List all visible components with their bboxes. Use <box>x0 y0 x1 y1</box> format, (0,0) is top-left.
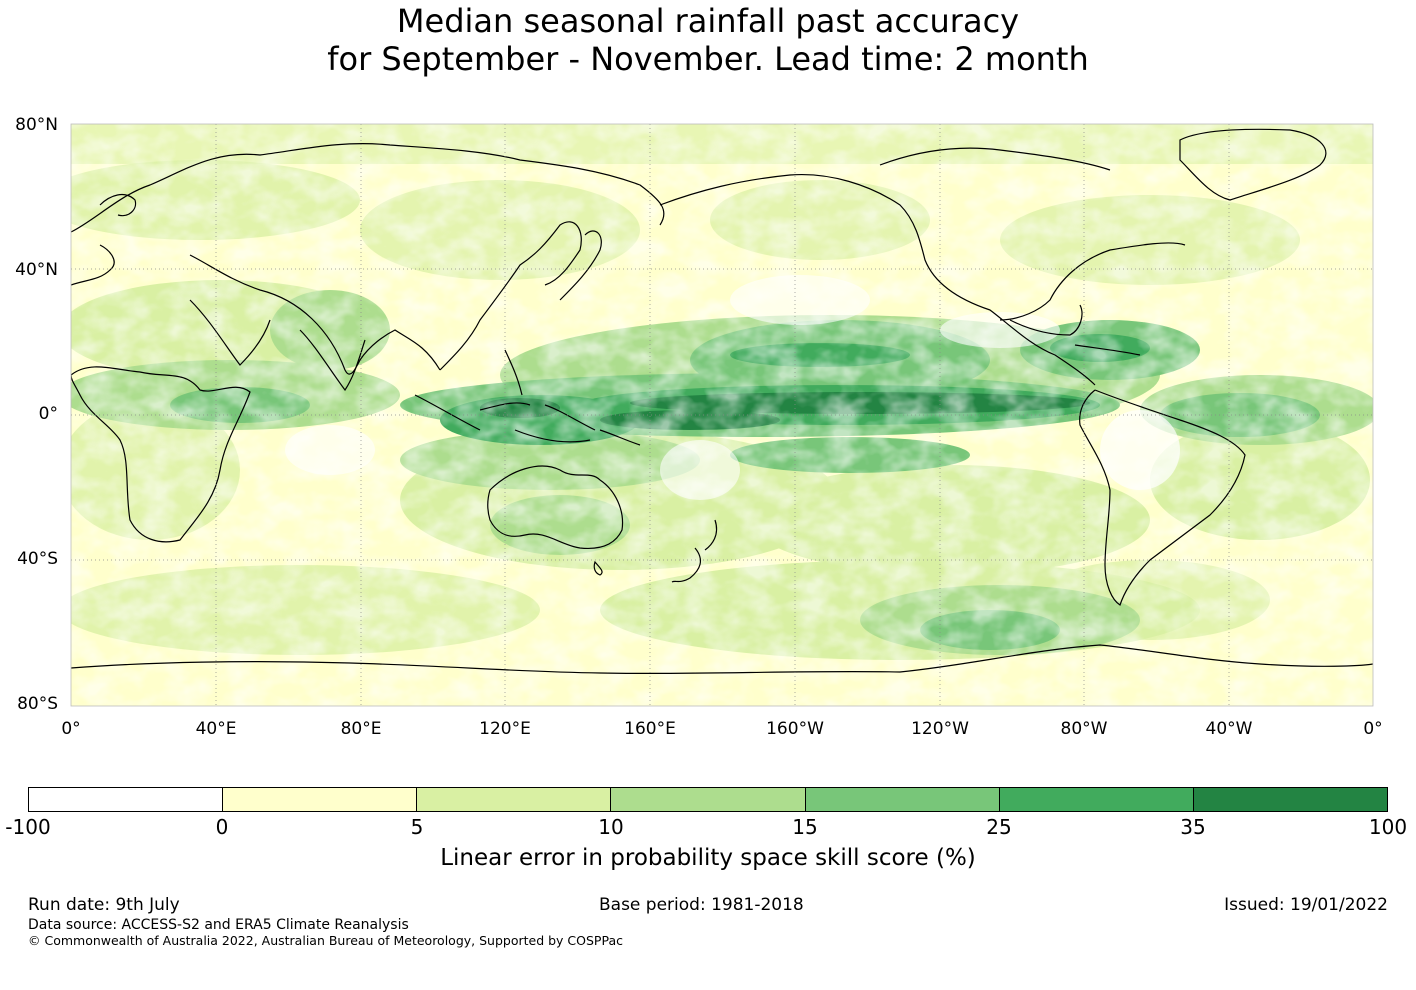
colorbar-tick: 35 <box>1180 815 1206 839</box>
colorbar-tick: 0 <box>215 815 229 839</box>
colorbar <box>28 787 1388 812</box>
colorbar-tick: 15 <box>792 815 818 839</box>
colorbar-label: Linear error in probability space skill … <box>440 845 976 871</box>
lat-label-80s: 80°S <box>17 694 58 714</box>
colorbar-segment <box>999 788 1194 811</box>
issued-date: Issued: 19/01/2022 <box>1224 895 1388 915</box>
lat-label-40n: 40°N <box>15 260 58 280</box>
lon-label-0: 0° <box>61 719 81 739</box>
lon-label-40w: 40°W <box>1205 719 1253 739</box>
colorbar-tick: 25 <box>986 815 1012 839</box>
lat-label-80n: 80°N <box>15 115 58 135</box>
colorbar-segment <box>29 788 224 811</box>
colorbar-segment <box>805 788 1000 811</box>
colorbar-segment <box>223 788 418 811</box>
lon-label-120w: 120°W <box>911 719 969 739</box>
chart-title-line-1: Median seasonal rainfall past accuracy <box>396 2 1020 40</box>
run-date: Run date: 9th July <box>28 895 180 915</box>
skill-score-map <box>70 123 1374 707</box>
base-period: Base period: 1981-2018 <box>599 895 804 915</box>
lon-label-120e: 120°E <box>479 719 531 739</box>
lon-label-40e: 40°E <box>195 719 237 739</box>
colorbar-tick: 10 <box>598 815 624 839</box>
map-frame <box>70 123 1374 707</box>
data-source: Data source: ACCESS-S2 and ERA5 Climate … <box>28 917 409 933</box>
map-gridlines <box>71 124 1373 706</box>
colorbar-segment <box>611 788 806 811</box>
colorbar-tick: -100 <box>5 815 51 839</box>
chart-title-line-2: for September - November. Lead time: 2 m… <box>327 40 1089 78</box>
lon-label-80w: 80°W <box>1060 719 1108 739</box>
lon-label-160w: 160°W <box>766 719 824 739</box>
colorbar-segment <box>417 788 612 811</box>
copyright: © Commonwealth of Australia 2022, Austra… <box>28 933 623 948</box>
lat-label-0: 0° <box>38 404 58 424</box>
colorbar-segment <box>1193 788 1387 811</box>
lon-label-80e: 80°E <box>340 719 382 739</box>
lat-label-40s: 40°S <box>17 549 58 569</box>
colorbar-tick: 5 <box>410 815 424 839</box>
lon-label-0-east: 0° <box>1363 719 1383 739</box>
colorbar-tick: 100 <box>1368 815 1408 839</box>
lon-label-160e: 160°E <box>624 719 676 739</box>
